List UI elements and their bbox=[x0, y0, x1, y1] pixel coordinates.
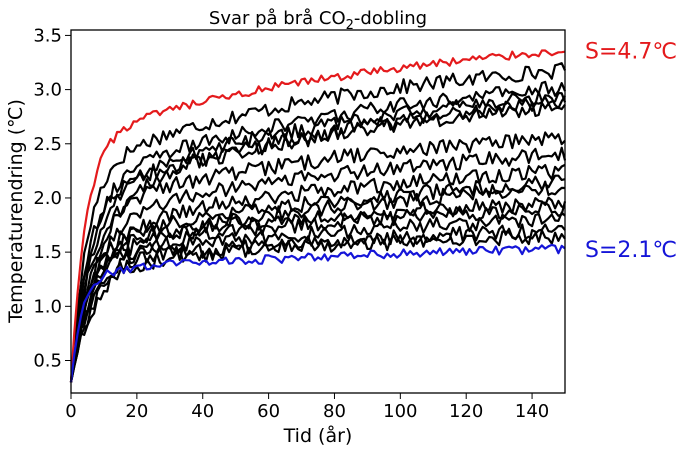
x-axis-ticks: 0 20 40 60 80 100 120 140 bbox=[65, 393, 549, 422]
x-tick-label: 60 bbox=[257, 401, 280, 422]
series-layer bbox=[69, 49, 567, 383]
ensemble-series-line bbox=[69, 80, 567, 383]
x-tick-label: 0 bbox=[65, 401, 76, 422]
x-tick-label: 140 bbox=[515, 401, 549, 422]
highlight-series-line bbox=[69, 243, 566, 383]
ensemble-series-line bbox=[69, 146, 567, 383]
y-axis-label: Temperaturendring (℃) bbox=[5, 99, 27, 324]
ensemble-series-line bbox=[69, 94, 566, 383]
chart-title: Svar på brå CO2-dobling bbox=[209, 8, 427, 33]
x-tick-label: 80 bbox=[323, 401, 346, 422]
y-tick-label: 1.5 bbox=[33, 242, 62, 263]
y-tick-label: 2.0 bbox=[33, 188, 62, 209]
ensemble-series-line bbox=[69, 180, 566, 383]
x-tick-label: 40 bbox=[191, 401, 214, 422]
plot-frame bbox=[70, 29, 566, 394]
y-tick-label: 1.0 bbox=[33, 296, 62, 317]
ensemble-series-line bbox=[69, 163, 566, 383]
series-label: S=4.7℃ bbox=[585, 40, 677, 65]
series-labels: S=4.7℃ S=2.1℃ bbox=[585, 40, 677, 263]
ensemble-series-line bbox=[69, 101, 566, 383]
x-tick-label: 20 bbox=[125, 401, 148, 422]
title-subscript: 2 bbox=[346, 18, 354, 33]
y-tick-label: 0.5 bbox=[33, 350, 62, 371]
series-label: S=2.1℃ bbox=[585, 238, 677, 263]
ensemble-series-line bbox=[69, 62, 566, 383]
y-axis-ticks: 0.5 1.0 1.5 2.0 2.5 3.0 3.5 bbox=[33, 25, 71, 371]
y-tick-label: 3.5 bbox=[33, 25, 62, 46]
x-tick-label: 120 bbox=[449, 401, 483, 422]
highlight-series-line bbox=[69, 49, 566, 383]
y-tick-label: 3.0 bbox=[33, 80, 62, 101]
ensemble-series-line bbox=[69, 229, 566, 383]
ensemble-series-line bbox=[69, 196, 566, 383]
x-tick-label: 100 bbox=[383, 401, 417, 422]
ensemble-series-line bbox=[69, 223, 566, 383]
y-tick-label: 2.5 bbox=[33, 134, 62, 155]
ensemble-series-line bbox=[69, 201, 567, 383]
ensemble-series-line bbox=[69, 131, 566, 383]
ensemble-series-line bbox=[69, 211, 566, 383]
x-axis-label: Tid (år) bbox=[283, 424, 353, 447]
